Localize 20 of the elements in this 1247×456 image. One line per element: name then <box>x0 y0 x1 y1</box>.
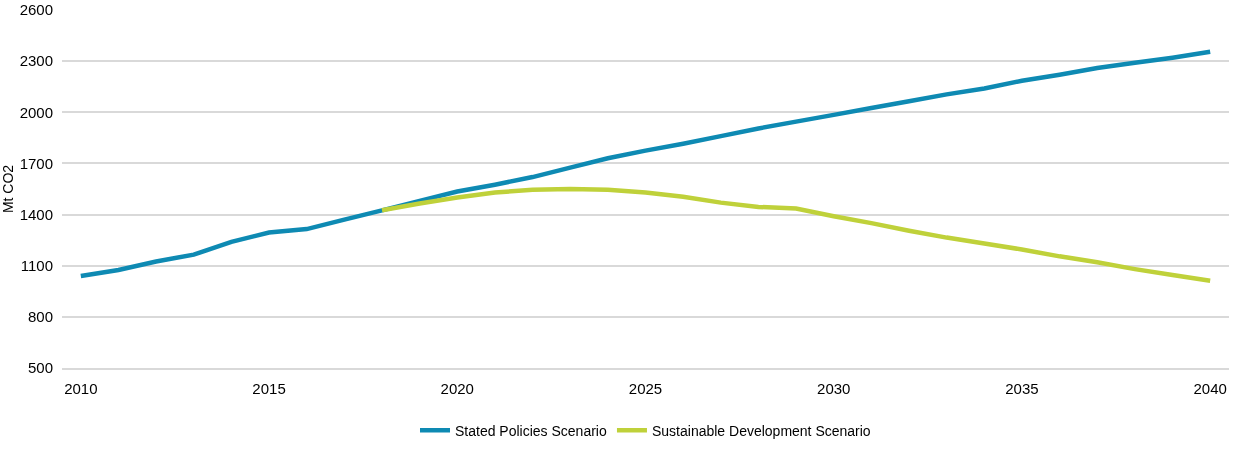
x-tick-label: 2015 <box>252 379 286 397</box>
x-tick-label: 2010 <box>64 379 98 397</box>
legend-label: Stated Policies Scenario <box>455 422 607 439</box>
y-tick-label: 1400 <box>19 205 53 223</box>
legend-label: Sustainable Development Scenario <box>651 422 871 439</box>
line-series <box>379 186 1213 283</box>
y-tick-label: 500 <box>27 359 53 377</box>
y-axis-title: Mt CO2 <box>0 164 16 214</box>
line-series <box>78 49 1213 279</box>
x-tick-label: 2035 <box>1005 379 1039 397</box>
y-tick-label: 2000 <box>19 103 53 121</box>
x-tick-label: 2020 <box>440 379 474 397</box>
y-tick-label: 2600 <box>19 1 53 19</box>
x-tick-label: 2025 <box>628 379 663 397</box>
y-tick-label: 2300 <box>19 52 53 70</box>
y-tick-label: 800 <box>27 308 53 326</box>
y-tick-label: 1100 <box>20 256 53 274</box>
y-tick-label: 1700 <box>19 154 53 172</box>
x-tick-label: 2040 <box>1193 379 1227 397</box>
x-tick-label: 2030 <box>817 379 851 397</box>
